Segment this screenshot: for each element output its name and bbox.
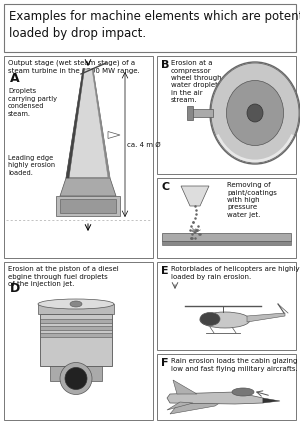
Text: A: A	[10, 72, 20, 85]
Bar	[56, 196, 120, 216]
Bar	[157, 354, 296, 420]
Text: B: B	[161, 60, 170, 70]
Polygon shape	[108, 131, 120, 139]
Polygon shape	[60, 178, 116, 196]
Bar	[40, 319, 112, 323]
Polygon shape	[167, 402, 193, 410]
Bar	[60, 199, 116, 213]
Polygon shape	[247, 313, 285, 322]
Bar	[157, 56, 296, 174]
Text: ca. 4 m Ø: ca. 4 m Ø	[127, 142, 160, 148]
Ellipse shape	[200, 312, 220, 326]
Bar	[157, 178, 296, 258]
Bar	[40, 314, 112, 366]
Bar	[162, 233, 291, 241]
Ellipse shape	[70, 301, 82, 307]
Bar	[4, 4, 296, 52]
Bar	[187, 106, 193, 120]
Circle shape	[60, 363, 92, 394]
Bar	[40, 326, 112, 330]
Text: Leading edge
highly erosion
loaded.: Leading edge highly erosion loaded.	[8, 155, 55, 176]
Polygon shape	[173, 380, 197, 394]
Bar	[191, 109, 213, 117]
Text: Droplets
carrying partly
condensed
steam.: Droplets carrying partly condensed steam…	[8, 88, 57, 117]
Ellipse shape	[211, 63, 299, 163]
Bar	[50, 366, 102, 381]
Bar	[4, 56, 153, 258]
Polygon shape	[167, 392, 263, 404]
Polygon shape	[181, 186, 209, 206]
Polygon shape	[170, 396, 230, 414]
Bar	[40, 333, 112, 337]
Text: Rain erosion loads the cabin glazing of
low and fast flying military aircrafts.: Rain erosion loads the cabin glazing of …	[171, 358, 300, 371]
Polygon shape	[92, 69, 110, 178]
Bar	[157, 262, 296, 350]
Bar	[162, 241, 291, 245]
Ellipse shape	[247, 104, 263, 122]
Polygon shape	[66, 69, 110, 178]
Polygon shape	[263, 398, 280, 403]
Ellipse shape	[38, 299, 114, 309]
Polygon shape	[66, 69, 85, 178]
Text: F: F	[161, 358, 169, 368]
Text: E: E	[161, 266, 169, 276]
Ellipse shape	[200, 312, 250, 328]
Text: Erosion at the piston of a diesel
ebgine through fuel droplets
of the injection : Erosion at the piston of a diesel ebgine…	[8, 266, 119, 287]
Ellipse shape	[226, 81, 284, 145]
Ellipse shape	[232, 388, 254, 396]
Text: D: D	[10, 282, 20, 295]
Text: Output stage (wet steam stage) of a
steam turbine in the 1000 MW range.: Output stage (wet steam stage) of a stea…	[8, 60, 140, 74]
Text: Examples for machine elements which are potential
loaded by drop impact.: Examples for machine elements which are …	[9, 10, 300, 41]
Bar	[4, 262, 153, 420]
Text: Rotorblades of helicopters are highly
loaded by rain erosion.: Rotorblades of helicopters are highly lo…	[171, 266, 300, 279]
Bar	[38, 304, 114, 314]
Circle shape	[65, 368, 87, 390]
Text: C: C	[161, 182, 169, 192]
Text: Removing of
paint/coatings
with high
pressure
water jet.: Removing of paint/coatings with high pre…	[227, 182, 277, 218]
Text: Erosion at a
compressor
wheel through
water droplets
in the air
stream.: Erosion at a compressor wheel through wa…	[171, 60, 222, 103]
